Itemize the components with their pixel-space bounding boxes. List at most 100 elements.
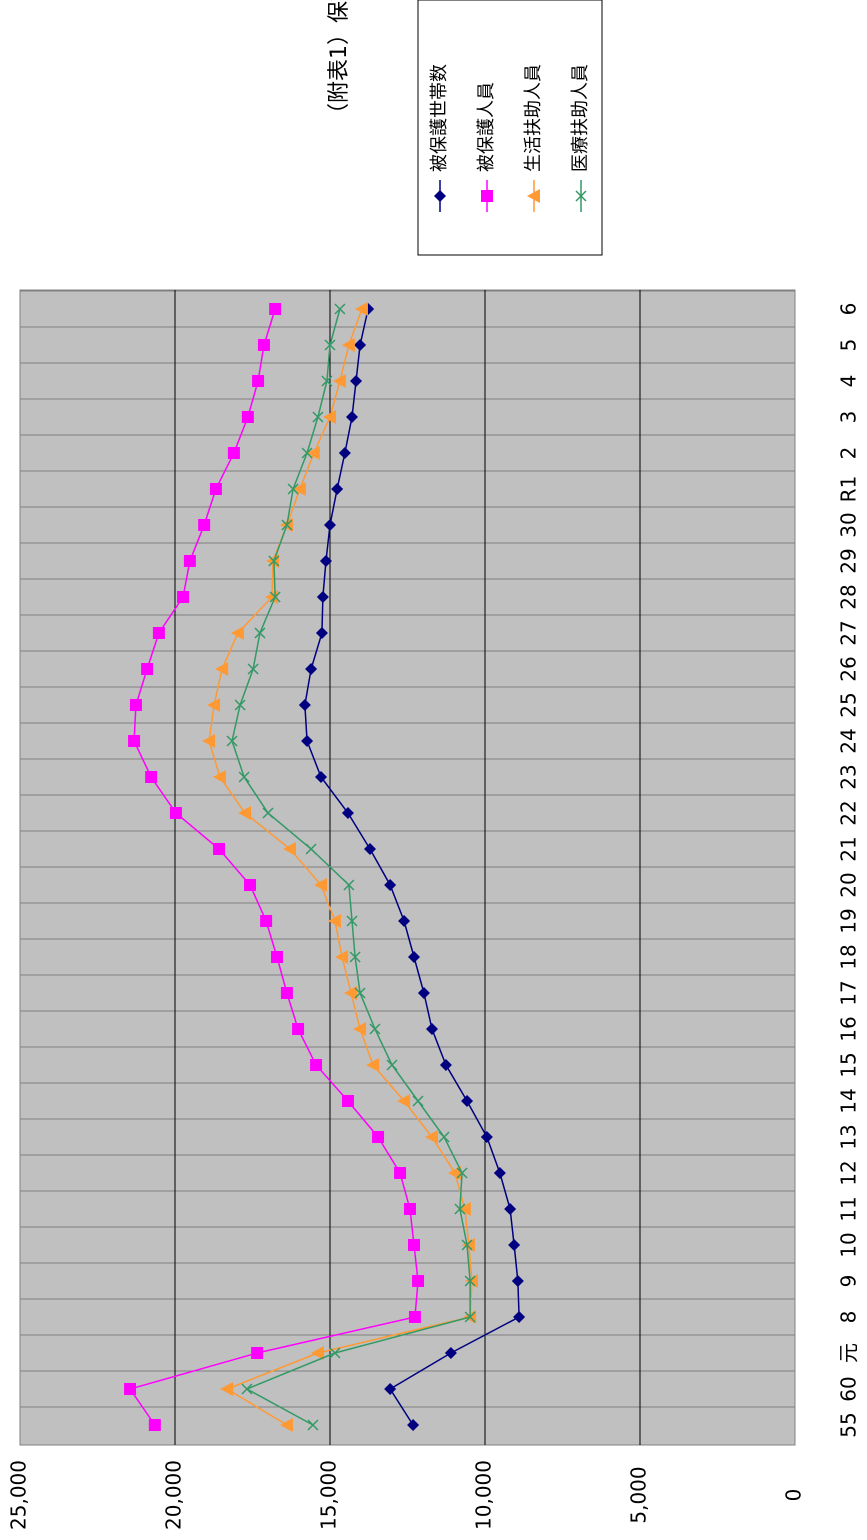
marker: [292, 482, 306, 496]
marker: [493, 1167, 506, 1179]
marker: [226, 735, 238, 747]
marker: [252, 375, 265, 387]
marker: [321, 375, 333, 387]
series-line: [208, 308, 473, 1426]
marker: [344, 986, 358, 1000]
marker: [152, 627, 165, 639]
marker: [341, 1095, 354, 1107]
marker: [215, 662, 229, 676]
marker: [329, 1347, 341, 1359]
legend: [417, 0, 603, 256]
marker: [234, 699, 246, 711]
marker: [238, 771, 250, 783]
marker: [327, 914, 341, 928]
marker: [335, 950, 349, 964]
marker: [461, 1239, 473, 1251]
marker: [350, 375, 363, 387]
x-tick-label: 28: [837, 584, 861, 609]
marker: [408, 951, 421, 963]
marker: [241, 1383, 253, 1395]
marker: [323, 410, 336, 424]
marker: [398, 915, 411, 927]
marker: [408, 1311, 421, 1323]
x-tick-label: 25: [837, 692, 861, 717]
y-tick-label: 15,000: [317, 1460, 341, 1530]
marker: [346, 915, 358, 927]
x-tick-label: 60: [837, 1376, 861, 1401]
marker: [464, 1275, 476, 1287]
marker: [454, 1203, 466, 1215]
x-tick-label: 6: [837, 303, 861, 316]
marker: [301, 735, 314, 747]
marker: [207, 698, 221, 712]
marker: [456, 1167, 468, 1179]
marker: [464, 1311, 476, 1323]
marker: [307, 1419, 319, 1431]
marker: [319, 555, 332, 567]
marker: [346, 411, 359, 423]
marker: [315, 771, 328, 783]
marker: [386, 1059, 398, 1071]
marker: [220, 1382, 234, 1396]
x-tick-label: 3: [837, 411, 861, 424]
marker: [417, 987, 430, 999]
x-tick-label: 13: [837, 1124, 861, 1149]
marker: [198, 519, 211, 531]
marker: [354, 339, 367, 351]
marker: [209, 483, 222, 495]
marker: [247, 663, 259, 675]
marker: [508, 1239, 521, 1251]
marker: [269, 303, 282, 315]
x-tick-label: 5: [837, 339, 861, 352]
marker: [310, 1346, 324, 1360]
marker: [424, 1130, 438, 1144]
marker: [397, 1094, 411, 1108]
marker: [354, 987, 366, 999]
marker: [384, 1383, 397, 1395]
marker: [412, 1275, 425, 1287]
marker: [408, 1239, 421, 1251]
x-tick-label: 20: [837, 872, 861, 897]
marker: [251, 1347, 264, 1359]
marker: [412, 1095, 424, 1107]
marker: [141, 663, 154, 675]
marker: [332, 374, 346, 388]
marker: [334, 303, 346, 315]
marker: [369, 1023, 381, 1035]
x-tick-label: 22: [837, 800, 861, 825]
marker: [461, 1238, 475, 1252]
marker: [292, 1023, 305, 1035]
marker: [464, 1274, 478, 1288]
marker: [238, 806, 252, 820]
x-tick-label: 26: [837, 656, 861, 681]
series-line: [231, 308, 471, 1426]
marker: [301, 447, 313, 459]
marker: [366, 1058, 380, 1072]
marker: [372, 1131, 385, 1143]
marker: [202, 734, 216, 748]
marker: [212, 770, 226, 784]
marker: [439, 1059, 452, 1071]
legend-marker: [481, 190, 493, 202]
marker: [316, 591, 329, 603]
marker: [279, 1418, 293, 1432]
marker: [461, 1095, 474, 1107]
series-line: [304, 308, 520, 1426]
marker: [384, 879, 397, 891]
x-tick-label: R1: [837, 476, 861, 503]
x-tick-label: 18: [837, 944, 861, 969]
marker: [148, 1419, 161, 1431]
marker: [444, 1347, 457, 1359]
marker: [324, 339, 336, 351]
x-tick-label: 4: [837, 375, 861, 388]
legend-label: 生活扶助人員: [523, 64, 544, 172]
marker: [270, 951, 283, 963]
x-tick-label: 11: [837, 1196, 861, 1221]
x-tick-label: 55: [837, 1412, 861, 1437]
marker: [306, 446, 320, 460]
x-tick-label: 21: [837, 836, 861, 861]
marker: [298, 699, 311, 711]
marker: [511, 1275, 524, 1287]
x-tick-label: 23: [837, 764, 861, 789]
y-tick-label: 25,000: [7, 1460, 31, 1530]
